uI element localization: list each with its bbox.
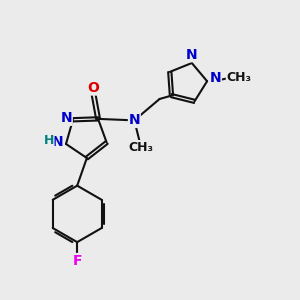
Text: CH₃: CH₃ (128, 141, 153, 154)
Text: H: H (44, 134, 54, 147)
Text: N: N (128, 113, 140, 128)
Text: N: N (210, 70, 221, 85)
Text: N: N (52, 136, 64, 149)
Text: O: O (88, 81, 100, 95)
Text: CH₃: CH₃ (226, 70, 251, 84)
Text: N: N (61, 111, 72, 125)
Text: F: F (72, 254, 82, 268)
Text: N: N (186, 48, 198, 62)
